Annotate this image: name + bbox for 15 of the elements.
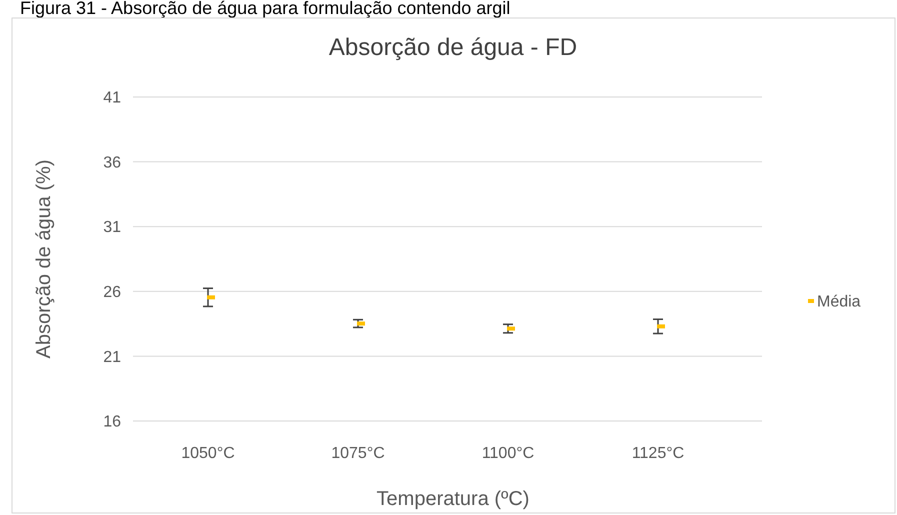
y-axis-title: Absorção de água (%)	[33, 159, 55, 359]
y-tick-label: 26	[103, 284, 122, 301]
y-tick-label: 16	[103, 414, 122, 431]
legend-label: Média	[817, 294, 861, 311]
x-axis-title: Temperatura (ºC)	[376, 488, 530, 510]
chart-title: Absorção de água - FD	[328, 34, 578, 61]
y-tick-label: 31	[103, 219, 122, 236]
text: Figura 31 - Absorção de água para formulação contendo argil	[20, 0, 510, 18]
x-tick-label: 1050°C	[181, 445, 235, 462]
x-tick-label: 1125°C	[632, 445, 684, 462]
y-tick-label: 36	[103, 154, 122, 172]
y-tick-label: 21	[103, 348, 122, 366]
x-tick-label: 1100°C	[482, 445, 534, 462]
y-tick-label: 41	[103, 90, 122, 107]
x-tick-label: 1075°C	[331, 445, 385, 462]
